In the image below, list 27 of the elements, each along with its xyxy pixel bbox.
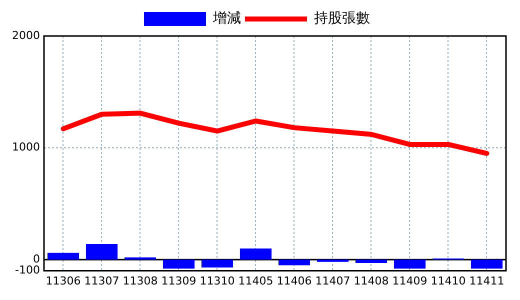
bar xyxy=(394,260,426,269)
x-tick-label: 11306 xyxy=(46,274,81,288)
x-tick-label: 11308 xyxy=(122,274,158,288)
bar xyxy=(201,260,234,268)
x-tick-label: 11309 xyxy=(161,274,196,288)
x-tick-label: 11409 xyxy=(392,274,428,288)
bar xyxy=(470,260,503,269)
x-tick-label: 11310 xyxy=(200,274,235,288)
bar xyxy=(86,244,118,260)
y-tick-label: 2000 xyxy=(12,28,40,42)
x-tick-label: 11410 xyxy=(430,274,466,288)
y-tick-label: -100 xyxy=(15,264,40,277)
bar xyxy=(162,260,195,269)
x-tick-label: 11406 xyxy=(276,274,312,288)
legend-label: 持股張數 xyxy=(314,10,370,27)
legend-label: 增減 xyxy=(212,10,241,27)
bar xyxy=(278,260,310,266)
x-tick-label: 11411 xyxy=(469,274,504,288)
y-tick-label: 1000 xyxy=(12,140,40,154)
x-tick-label: 11405 xyxy=(238,274,274,288)
y-tick-label: 0 xyxy=(32,252,40,266)
x-tick-label: 11408 xyxy=(354,274,389,288)
bar xyxy=(355,260,388,263)
x-tick-label: 11307 xyxy=(84,274,120,288)
x-tick-label: 11407 xyxy=(315,274,350,288)
bar xyxy=(47,252,80,260)
bar xyxy=(240,248,272,260)
